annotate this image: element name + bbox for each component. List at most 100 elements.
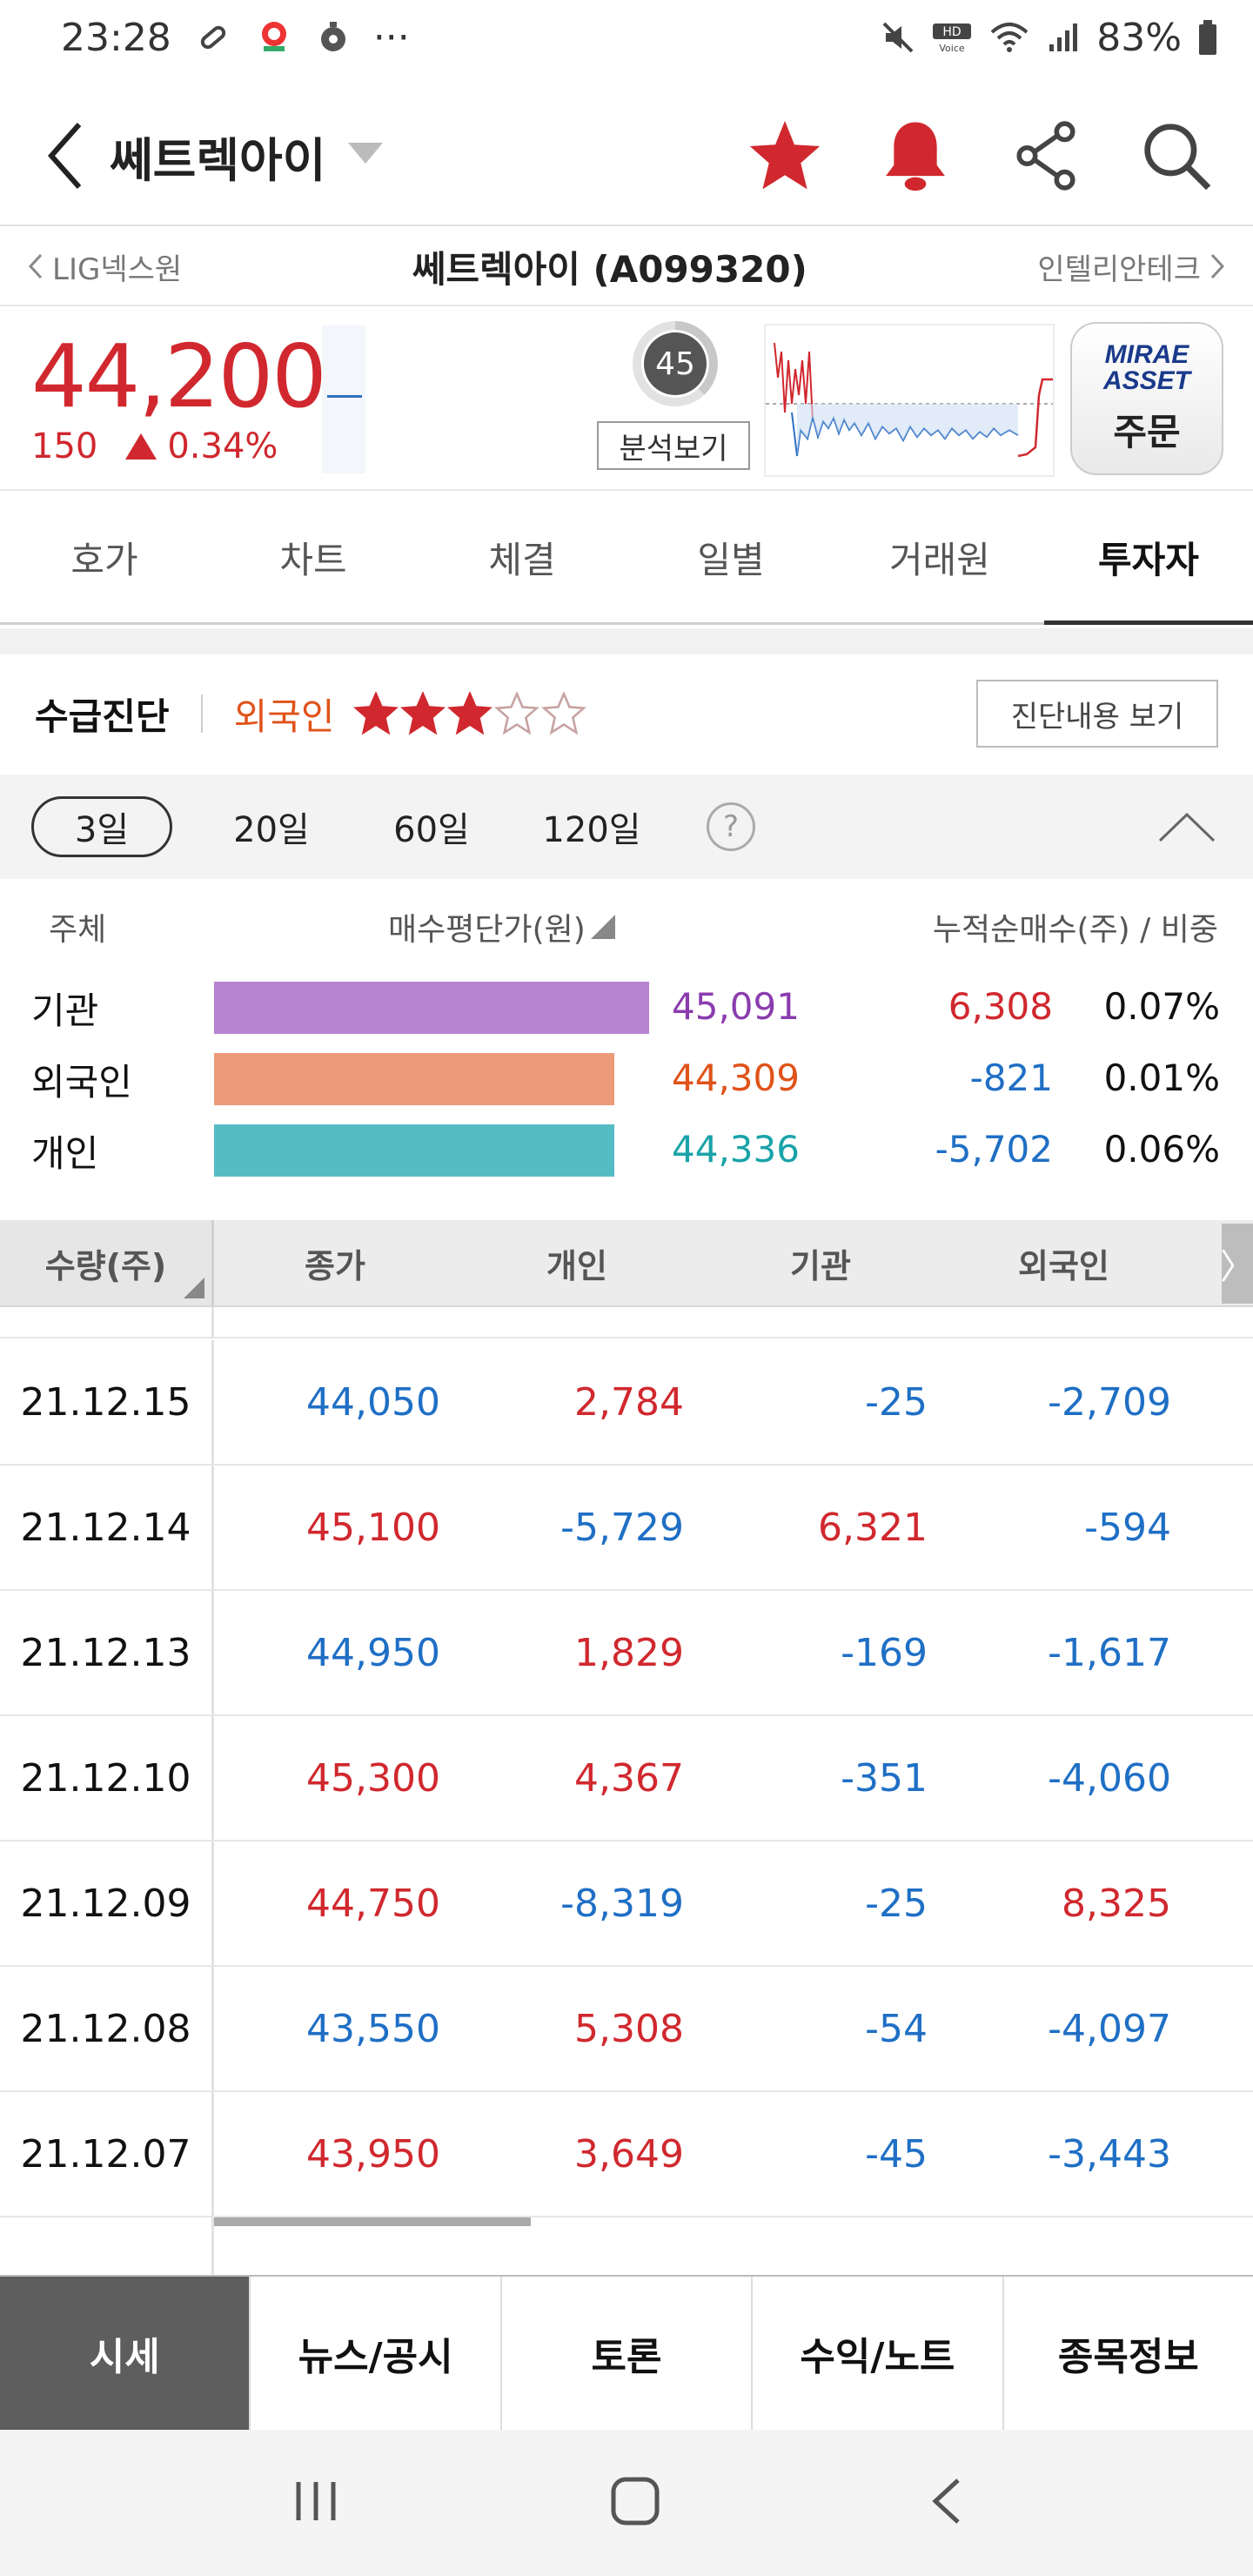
next-stock-link[interactable]: 인텔리안테크 [1037, 245, 1225, 288]
cell-foreign: -1,617 [1048, 1630, 1171, 1675]
diagnosis-subject: 외국인 [233, 694, 335, 738]
period-120d[interactable]: 120일 [542, 810, 641, 850]
table-row[interactable]: 21.12.10 45,300 4,367 -351 -4,060 [0, 1716, 1253, 1841]
row-date: 21.12.15 [0, 1340, 214, 1464]
cell-individual: 3,649 [574, 2131, 684, 2177]
table-row[interactable]: 21.12.07 43,950 3,649 -45 -3,443 [0, 2092, 1253, 2217]
avg-price-bar [214, 1053, 614, 1105]
mute-icon [881, 20, 915, 55]
svg-text:Voice: Voice [940, 43, 966, 54]
change-percent-wrap: 0.34% [124, 426, 278, 466]
system-nav-bar [0, 2430, 1253, 2576]
cell-institution: 6,321 [818, 1505, 928, 1550]
recent-apps-button[interactable] [290, 2479, 342, 2527]
tab-daily[interactable]: 일별 [697, 539, 765, 581]
share-icon [1016, 121, 1075, 191]
chevron-left-icon [28, 253, 43, 279]
search-icon [1144, 124, 1211, 191]
nav-quote[interactable]: 시세 [0, 2277, 251, 2430]
col-institution: 기관 [790, 1246, 851, 1285]
analysis-button[interactable]: 분석보기 [597, 421, 750, 470]
tab-hoga[interactable]: 호가 [70, 539, 138, 581]
col-volume-sort[interactable]: 수량(주) [0, 1220, 214, 1305]
search-button[interactable] [1135, 114, 1218, 198]
collapse-button[interactable] [1152, 796, 1222, 857]
diagnosis-title: 수급진단 [35, 694, 170, 738]
table-row[interactable]: 21.12.09 44,750 -8,319 -25 8,325 [0, 1841, 1253, 1967]
up-triangle-icon [125, 433, 157, 460]
back-button[interactable] [35, 112, 96, 199]
nav-discussion[interactable]: 토론 [502, 2277, 754, 2430]
cell-foreign: 8,325 [1062, 1881, 1171, 1926]
row-date: 21.12.10 [0, 1716, 214, 1840]
scroll-right-button[interactable]: 〉 [1220, 1224, 1253, 1304]
cell-close: 45,300 [306, 1755, 440, 1801]
stock-selector[interactable]: 쎄트렉아이 [110, 122, 384, 191]
share-button[interactable] [1004, 114, 1088, 198]
avg-price-value: 44,336 [672, 1128, 800, 1171]
table-row[interactable]: 21.12.13 44,950 1,829 -169 -1,617 [0, 1591, 1253, 1716]
col-avg-price[interactable]: 매수평단가(원) [388, 904, 615, 949]
table-row[interactable]: 21.12.14 45,100 -5,729 6,321 -594 [0, 1466, 1253, 1591]
nav-stock-info[interactable]: 종목정보 [1057, 2335, 1199, 2379]
star-filled-icon [353, 692, 399, 735]
quote-panel: 44,200 150 0.34% 45 분석보기 MIRAE ASSET 주문 [0, 308, 1253, 491]
table-row[interactable]: 21.12.15 44,050 2,784 -25 -2,709 [0, 1340, 1253, 1466]
cell-institution: -25 [865, 1379, 928, 1425]
star-filled-icon [400, 692, 446, 735]
period-3d[interactable]: 3일 [31, 796, 172, 857]
pill-icon [196, 20, 231, 55]
avg-price-bar [214, 1124, 614, 1177]
svg-text:HD: HD [943, 25, 962, 39]
col-individual: 개인 [546, 1246, 607, 1285]
tab-broker[interactable]: 거래원 [889, 539, 990, 581]
cell-individual: 2,784 [574, 1379, 684, 1425]
bell-icon [886, 122, 945, 191]
system-back-button[interactable] [928, 2477, 963, 2529]
nav-profit-note[interactable]: 수익/노트 [753, 2277, 1004, 2430]
help-icon[interactable]: ? [707, 802, 755, 851]
investor-label: 기관 [31, 989, 99, 1032]
favorite-star-button[interactable] [743, 114, 827, 198]
investor-row: 개인 44,336 -5,702 0.06% [0, 1119, 1253, 1182]
net-buy-value: -821 [969, 1057, 1053, 1099]
next-stock-label: 인텔리안테크 [1037, 252, 1201, 287]
recent-apps-icon [296, 2482, 336, 2520]
status-time: 23:28 [61, 15, 171, 60]
cell-close: 45,100 [306, 1505, 440, 1550]
cell-foreign: -4,097 [1048, 2006, 1171, 2051]
alarm-button[interactable] [874, 114, 957, 198]
period-60d[interactable]: 60일 [393, 810, 470, 850]
nav-news[interactable]: 뉴스/공시 [251, 2277, 502, 2430]
diagnosis-detail-button[interactable]: 진단내용 보기 [976, 680, 1218, 748]
neighbor-stock-nav: LIG넥스원 쎄트렉아이 (A099320) 인텔리안테크 [0, 228, 1253, 306]
order-button[interactable]: MIRAE ASSET 주문 [1070, 322, 1223, 475]
caret-down-icon [348, 143, 384, 169]
cell-individual: 1,829 [574, 1630, 684, 1675]
hd-voice-icon: HD Voice [931, 20, 973, 55]
star-empty-icon [541, 692, 587, 735]
period-20d[interactable]: 20일 [233, 810, 310, 850]
table-spacer-row [0, 1307, 1253, 1338]
cell-individual: 4,367 [574, 1755, 684, 1801]
home-button[interactable] [609, 2475, 661, 2531]
quote-tabs: 호가 차트 체결 일별 거래원 투자자 [0, 493, 1253, 625]
period-selector: 3일 20일 60일 120일 ? [0, 775, 1253, 879]
cell-close: 44,050 [306, 1379, 440, 1425]
order-label: 주문 [1113, 410, 1181, 453]
tab-execution[interactable]: 체결 [488, 539, 556, 581]
ratio-value: 0.06% [1103, 1128, 1220, 1171]
prev-stock-link[interactable]: LIG넥스원 [28, 245, 182, 288]
divider [200, 694, 203, 733]
analysis-score: 45 [632, 320, 719, 407]
tab-investor[interactable]: 투자자 [1044, 493, 1253, 625]
tab-chart[interactable]: 차트 [279, 539, 347, 581]
table-row[interactable]: 21.12.08 43,550 5,308 -54 -4,097 [0, 1967, 1253, 2092]
wifi-icon [988, 20, 1030, 55]
cell-close: 44,950 [306, 1630, 440, 1675]
location-app-icon [255, 18, 293, 57]
mirae-asset-logo: MIRAE ASSET [1102, 339, 1191, 395]
avg-price-value: 45,091 [672, 985, 800, 1028]
intraday-sparkline[interactable] [764, 324, 1055, 477]
avg-price-bar [214, 982, 649, 1034]
